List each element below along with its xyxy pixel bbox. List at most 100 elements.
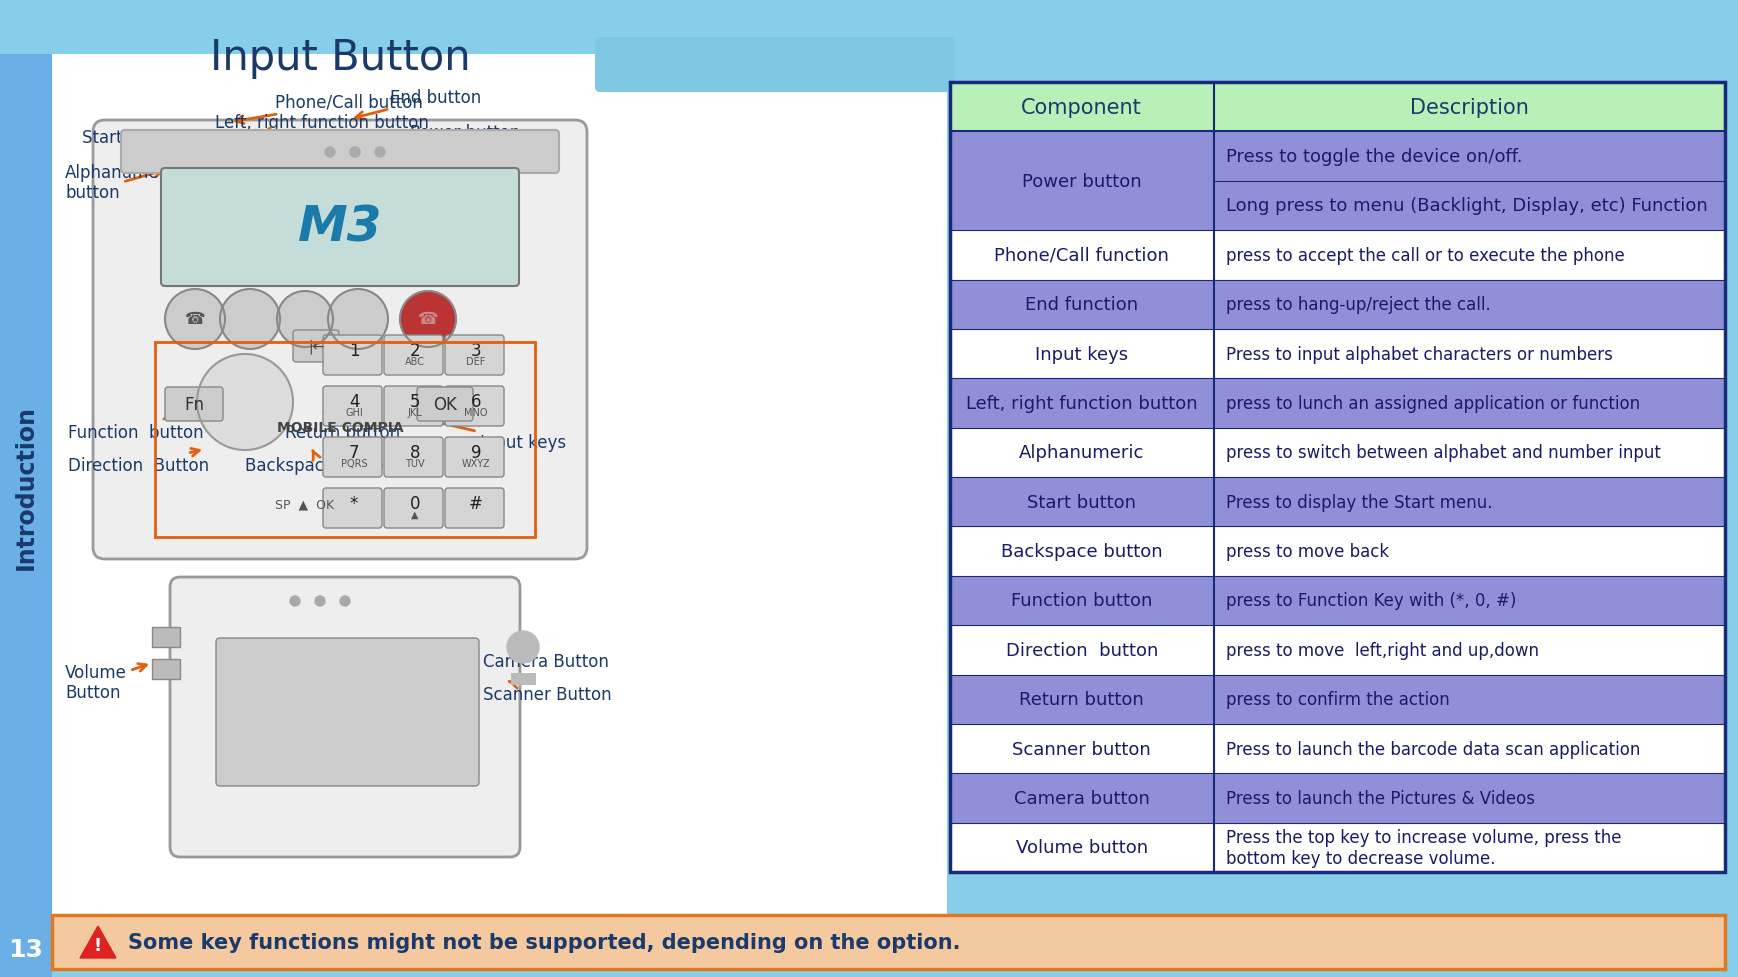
FancyBboxPatch shape [417,388,473,421]
Text: press to confirm the action: press to confirm the action [1225,691,1449,708]
Text: 1: 1 [349,342,360,360]
Text: Function button: Function button [1012,592,1152,610]
Text: 0: 0 [410,494,421,513]
Text: Phone/Call function: Phone/Call function [994,246,1170,265]
Bar [951,83,1726,872]
Circle shape [375,148,386,158]
FancyBboxPatch shape [122,131,560,174]
Bar [1213,182,1726,231]
Text: |←: |← [308,339,323,354]
Bar [151,627,181,648]
Circle shape [221,290,280,350]
Text: End button: End button [356,89,481,120]
Text: MOBILE COMPIA: MOBILE COMPIA [276,420,403,435]
Text: Return button: Return button [285,412,400,442]
Text: Volume
Button: Volume Button [64,663,146,701]
FancyBboxPatch shape [165,388,222,421]
Circle shape [290,596,301,607]
Text: 8: 8 [410,444,421,461]
FancyBboxPatch shape [445,336,504,375]
Text: Left, right function button: Left, right function button [216,114,429,137]
Text: press to move back: press to move back [1225,542,1389,561]
Text: TUV: TUV [405,458,424,469]
Bar [951,428,1726,478]
Text: Long press to menu (Backlight, Display, etc) Function: Long press to menu (Backlight, Display, … [1225,197,1707,215]
Text: Direction  Button: Direction Button [68,449,209,475]
Text: #: # [469,494,483,513]
Bar [951,527,1726,576]
Text: PQRS: PQRS [341,458,367,469]
Text: 5: 5 [410,393,421,410]
FancyBboxPatch shape [445,438,504,478]
Text: Press to launch the barcode data scan application: Press to launch the barcode data scan ap… [1225,740,1641,758]
Text: Component: Component [1022,98,1142,117]
Text: DEF: DEF [466,357,485,366]
Text: MNO: MNO [464,407,488,417]
Bar [155,343,535,537]
Circle shape [196,355,294,450]
FancyBboxPatch shape [323,438,382,478]
Text: 13: 13 [9,937,43,961]
Circle shape [315,596,325,607]
Text: 4: 4 [349,393,360,410]
Bar [951,625,1726,675]
Text: Press to display the Start menu.: Press to display the Start menu. [1225,493,1491,511]
FancyBboxPatch shape [294,330,339,362]
Text: *: * [349,494,358,513]
Bar [951,675,1726,724]
Text: Press to launch the Pictures & Videos: Press to launch the Pictures & Videos [1225,789,1535,807]
Bar [151,659,181,679]
FancyBboxPatch shape [384,488,443,529]
Text: Alphanumeric: Alphanumeric [1018,444,1144,462]
Text: Phone/Call button: Phone/Call button [236,94,422,124]
FancyBboxPatch shape [216,638,480,786]
Text: WXYZ: WXYZ [462,458,490,469]
Text: Camera button: Camera button [1013,789,1151,807]
Text: Backspace button: Backspace button [1001,542,1163,561]
Text: OK: OK [433,396,457,413]
FancyBboxPatch shape [94,121,587,560]
Text: Input keys: Input keys [421,417,567,451]
FancyBboxPatch shape [594,38,954,93]
Text: press to hang-up/reject the call.: press to hang-up/reject the call. [1225,296,1489,314]
Text: Direction  button: Direction button [1006,641,1158,659]
Text: ☎: ☎ [184,310,205,327]
FancyBboxPatch shape [170,577,520,857]
Circle shape [325,148,335,158]
FancyBboxPatch shape [384,387,443,427]
Text: Return button: Return button [1020,691,1144,708]
Text: press to Function Key with (*, 0, #): press to Function Key with (*, 0, #) [1225,592,1516,610]
Text: press to move  left,right and up,down: press to move left,right and up,down [1225,641,1538,659]
Text: 2: 2 [410,342,421,360]
Text: Alphanumeric
button: Alphanumeric button [64,163,181,202]
FancyBboxPatch shape [323,488,382,529]
Circle shape [165,290,224,350]
FancyBboxPatch shape [384,336,443,375]
Text: ☎: ☎ [417,310,438,327]
Text: Introduction: Introduction [14,405,38,570]
Bar [951,478,1726,527]
FancyBboxPatch shape [445,387,504,427]
Text: Scanner Button: Scanner Button [483,681,612,703]
Text: Power button: Power button [1022,173,1142,191]
Text: Press the top key to increase volume, press the
bottom key to decrease volume.: Press the top key to increase volume, pr… [1225,828,1622,867]
FancyBboxPatch shape [323,336,382,375]
Circle shape [341,596,349,607]
Text: Start button: Start button [1027,493,1137,511]
Bar [951,379,1726,428]
Circle shape [328,290,388,350]
Text: Camera Button: Camera Button [483,649,608,670]
Text: Input Button: Input Button [210,37,471,79]
Text: Backspace button: Backspace button [245,451,395,475]
Text: press to switch between alphabet and number input: press to switch between alphabet and num… [1225,444,1660,462]
FancyBboxPatch shape [323,387,382,427]
Text: ▲: ▲ [412,509,419,520]
FancyBboxPatch shape [384,438,443,478]
Bar [951,329,1726,379]
Circle shape [507,631,539,663]
Text: GHI: GHI [346,407,363,417]
Bar [0,55,52,922]
Text: Press to input alphabet characters or numbers: Press to input alphabet characters or nu… [1225,345,1613,363]
Circle shape [276,292,334,348]
Bar [52,55,947,922]
